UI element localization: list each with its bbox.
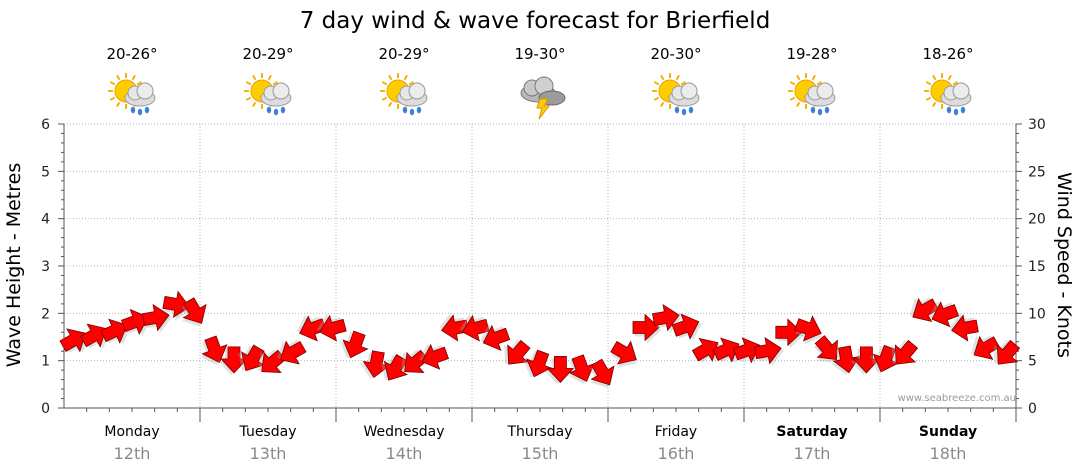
sun-cloud-rain-icon bbox=[380, 73, 428, 116]
right-tick-label: 0 bbox=[1028, 401, 1037, 417]
wind-arrow-point bbox=[567, 354, 595, 385]
chart-title: 7 day wind & wave forecast for Brierfiel… bbox=[300, 8, 771, 34]
left-tick-label: 4 bbox=[41, 212, 50, 228]
left-tick-label: 0 bbox=[41, 401, 50, 417]
wind-arrow-point bbox=[339, 330, 369, 359]
source-credit: www.seabreeze.com.au bbox=[898, 393, 1016, 404]
sun-cloud-rain-icon bbox=[788, 73, 836, 116]
sun-cloud-rain-icon bbox=[924, 73, 972, 116]
sun-cloud-rain-icon bbox=[108, 73, 156, 116]
wind-arrow-point bbox=[200, 335, 228, 366]
wind-arrow-point bbox=[831, 345, 861, 376]
wind-arrow-point bbox=[870, 344, 899, 373]
day-date-label: 16th bbox=[658, 444, 695, 463]
temp-range-label: 20-26° bbox=[106, 45, 157, 63]
left-tick-label: 5 bbox=[41, 164, 50, 180]
wind-arrow-point bbox=[610, 340, 637, 368]
temp-range-label: 18-26° bbox=[922, 45, 973, 63]
wind-arrow-point bbox=[993, 339, 1021, 365]
wind-arrow-point bbox=[652, 303, 682, 333]
wind-arrow-point bbox=[459, 313, 490, 342]
wind-arrow-point bbox=[181, 297, 207, 327]
left-tick-label: 3 bbox=[41, 259, 50, 275]
temp-range-label: 20-29° bbox=[242, 45, 293, 63]
wind-arrow-point bbox=[380, 354, 408, 381]
right-tick-label: 15 bbox=[1028, 259, 1046, 275]
wind-arrow-point bbox=[419, 342, 450, 370]
wind-arrow-point bbox=[775, 318, 804, 349]
day-name-label: Sunday bbox=[919, 424, 977, 440]
day-date-label: 14th bbox=[386, 444, 423, 463]
day-date-label: 13th bbox=[250, 444, 287, 463]
temp-range-label: 19-30° bbox=[514, 45, 565, 63]
wind-arrow-point bbox=[589, 358, 615, 389]
day-name-label: Monday bbox=[104, 424, 159, 440]
chart-grid bbox=[64, 123, 1017, 422]
right-tick-label: 20 bbox=[1028, 212, 1046, 228]
sun-cloud-rain-icon bbox=[652, 73, 700, 116]
right-tick-label: 10 bbox=[1028, 306, 1046, 322]
left-tick-label: 6 bbox=[41, 117, 50, 133]
wind-arrow-point bbox=[360, 350, 391, 379]
day-name-label: Thursday bbox=[506, 424, 572, 440]
wind-arrow-point bbox=[754, 337, 784, 367]
day-forecast-header: 20-26° 20-29° 20-29° 19-30° 20-30° 19-28° 18-2… bbox=[106, 45, 974, 120]
wind-arrow-point bbox=[296, 314, 327, 342]
wind-arrow-point bbox=[401, 349, 429, 374]
right-tick-label: 25 bbox=[1028, 164, 1046, 180]
day-name-label: Tuesday bbox=[239, 424, 297, 440]
sun-cloud-rain-icon bbox=[244, 73, 292, 116]
wind-arrow-point bbox=[218, 346, 248, 375]
right-tick-label: 30 bbox=[1028, 117, 1046, 133]
wind-arrow-point bbox=[162, 290, 191, 321]
wind-arrow-point bbox=[439, 312, 469, 342]
wind-arrow-point bbox=[909, 297, 939, 322]
y-left-label: Wave Height - Metres bbox=[3, 163, 25, 367]
wave-height-axis: 0 1 2 3 4 5 6 bbox=[41, 117, 65, 417]
wind-arrow-point bbox=[79, 323, 110, 349]
wind-arrow-series bbox=[59, 290, 1021, 389]
day-name-label: Wednesday bbox=[363, 424, 444, 440]
left-tick-label: 1 bbox=[41, 354, 50, 370]
right-tick-label: 5 bbox=[1028, 354, 1037, 370]
wind-arrow-point bbox=[258, 349, 287, 374]
day-name-label: Saturday bbox=[776, 424, 847, 440]
wind-arrow-point bbox=[480, 323, 511, 351]
wind-arrow-point bbox=[504, 339, 531, 365]
day-name-label: Friday bbox=[655, 424, 697, 440]
wind-arrow-point bbox=[316, 313, 347, 342]
wind-arrow-point bbox=[277, 339, 307, 365]
wind-arrow-point bbox=[523, 349, 553, 378]
wind-arrow-point bbox=[544, 355, 575, 385]
day-date-label: 18th bbox=[930, 444, 967, 463]
wind-arrow-point bbox=[238, 344, 266, 372]
wind-arrow-point bbox=[949, 312, 979, 342]
wind-speed-axis: 0 5 10 15 20 25 30 bbox=[1015, 117, 1046, 417]
day-labels: Monday 12th Tuesday 13th Wednesday 14th Thursd… bbox=[104, 424, 977, 463]
y-right-label: Wind Speed - Knots bbox=[1053, 172, 1075, 358]
storm-cloud-icon bbox=[520, 76, 566, 120]
wind-arrow-point bbox=[671, 313, 702, 341]
temp-range-label: 19-28° bbox=[786, 45, 837, 63]
temp-range-label: 20-30° bbox=[650, 45, 701, 63]
wind-arrow-point bbox=[970, 335, 1001, 360]
day-date-label: 17th bbox=[794, 444, 831, 463]
wind-arrow-point bbox=[850, 346, 881, 375]
temp-range-label: 20-29° bbox=[378, 45, 429, 63]
wind-arrow-point bbox=[891, 339, 919, 365]
wind-arrow-point bbox=[142, 303, 172, 333]
day-date-label: 12th bbox=[114, 444, 151, 463]
day-date-label: 15th bbox=[522, 444, 559, 463]
left-tick-label: 2 bbox=[41, 306, 50, 322]
wind-arrow-point bbox=[929, 299, 960, 328]
wind-arrow-point bbox=[794, 315, 823, 345]
wind-arrow-point bbox=[814, 335, 838, 363]
wind-arrow-point bbox=[632, 313, 661, 344]
